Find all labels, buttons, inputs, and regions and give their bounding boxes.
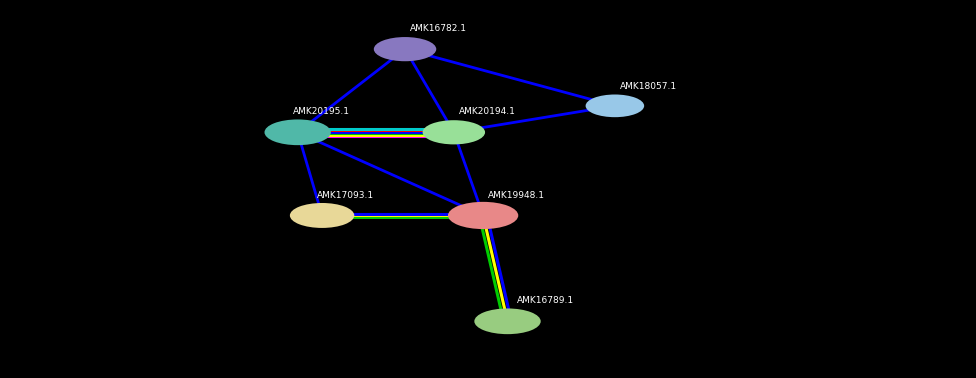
Circle shape — [290, 203, 354, 228]
Text: AMK17093.1: AMK17093.1 — [317, 191, 375, 200]
Text: AMK16789.1: AMK16789.1 — [517, 296, 575, 305]
Text: AMK18057.1: AMK18057.1 — [620, 82, 677, 91]
Text: AMK20194.1: AMK20194.1 — [459, 107, 515, 116]
Text: AMK19948.1: AMK19948.1 — [488, 191, 545, 200]
Circle shape — [264, 119, 331, 145]
Circle shape — [474, 308, 541, 334]
Circle shape — [448, 202, 518, 229]
Circle shape — [586, 94, 644, 117]
Text: AMK16782.1: AMK16782.1 — [410, 24, 467, 33]
Circle shape — [423, 120, 485, 144]
Circle shape — [374, 37, 436, 61]
Text: AMK20195.1: AMK20195.1 — [293, 107, 349, 116]
